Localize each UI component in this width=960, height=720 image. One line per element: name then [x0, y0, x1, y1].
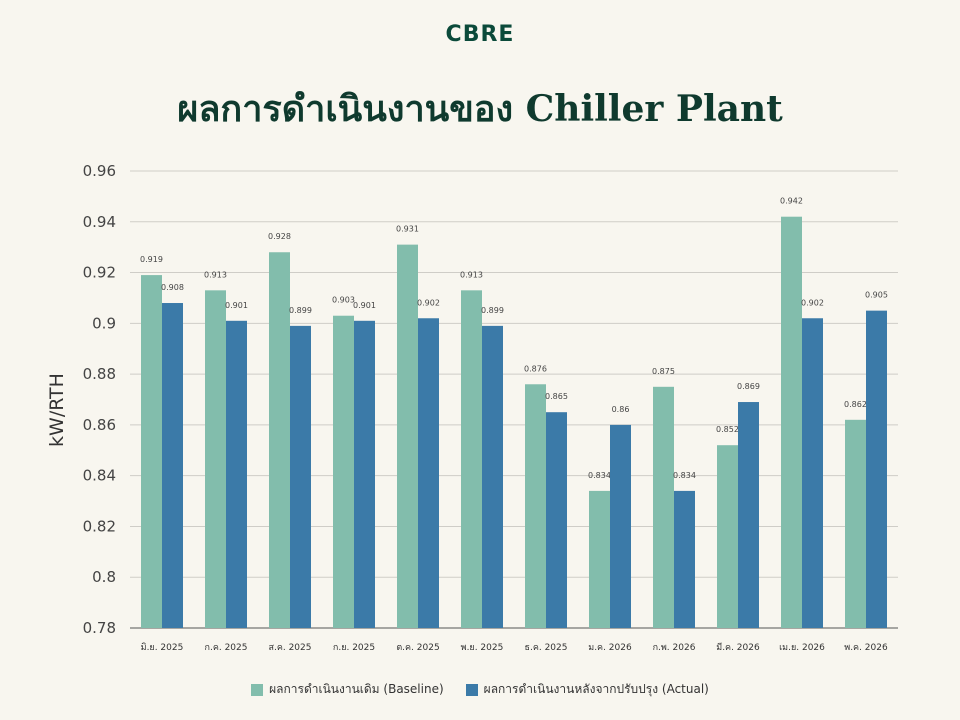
- bar-actual: [738, 402, 759, 628]
- bar-baseline: [717, 445, 738, 628]
- data-label: 0.899: [481, 306, 504, 315]
- y-tick-label: 0.86: [83, 416, 116, 434]
- data-label: 0.902: [801, 298, 824, 307]
- data-label: 0.86: [612, 405, 630, 414]
- data-label: 0.834: [588, 471, 611, 480]
- y-tick-label: 0.78: [83, 619, 116, 637]
- bar-actual: [610, 424, 631, 628]
- bar-actual: [290, 325, 311, 628]
- data-label: 0.865: [545, 392, 568, 401]
- bar-actual: [162, 303, 183, 628]
- data-label: 0.869: [737, 382, 760, 391]
- x-tick-label: มิ.ย. 2025: [141, 642, 184, 653]
- brand-logo: CBRE: [445, 22, 515, 47]
- y-tick-label: 0.96: [83, 162, 116, 180]
- x-tick-label: ก.ค. 2025: [205, 643, 248, 653]
- data-label: 0.862: [844, 400, 867, 409]
- bar-actual: [674, 490, 695, 628]
- bar-actual: [354, 320, 375, 628]
- x-tick-label: ก.ย. 2025: [333, 643, 375, 653]
- x-tick-label: ต.ค. 2025: [396, 643, 439, 653]
- data-label: 0.928: [268, 232, 291, 241]
- bar-baseline: [653, 386, 674, 628]
- data-label: 0.942: [780, 197, 803, 206]
- legend-item-actual: ผลการดำเนินงานหลังจากปรับปรุง (Actual): [465, 680, 709, 699]
- data-label: 0.852: [716, 425, 739, 434]
- legend-swatch-actual: [465, 683, 478, 696]
- x-tick-label: ม.ค. 2026: [588, 643, 632, 653]
- bar-baseline: [333, 315, 354, 628]
- data-label: 0.908: [161, 283, 184, 292]
- y-tick-label: 0.92: [83, 264, 116, 282]
- y-tick-label: 0.94: [83, 213, 116, 231]
- x-tick-label: พ.ย. 2025: [461, 643, 504, 653]
- bar-baseline: [525, 384, 546, 628]
- x-tick-label: เม.ย. 2026: [779, 643, 825, 653]
- x-tick-label: มี.ค. 2026: [716, 642, 760, 653]
- data-label: 0.903: [332, 296, 355, 305]
- bar-baseline: [205, 290, 226, 628]
- legend-item-baseline: ผลการดำเนินงานเดิม (Baseline): [251, 680, 444, 699]
- chart-title: ผลการดำเนินงานของ Chiller Plant: [177, 88, 783, 130]
- bar-baseline: [141, 275, 162, 628]
- data-label: 0.901: [353, 301, 376, 310]
- bar-baseline: [589, 490, 610, 628]
- bar-actual: [482, 325, 503, 628]
- y-tick-label: 0.88: [83, 365, 116, 383]
- bar-baseline: [269, 252, 290, 628]
- legend-swatch-baseline: [251, 683, 264, 696]
- x-tick-label: ธ.ค. 2025: [524, 643, 567, 653]
- data-label: 0.901: [225, 301, 248, 310]
- data-label: 0.899: [289, 306, 312, 315]
- data-label: 0.913: [204, 270, 227, 279]
- bar-baseline: [397, 244, 418, 628]
- x-tick-label: ก.พ. 2026: [653, 643, 696, 653]
- data-label: 0.876: [524, 364, 547, 373]
- data-label: 0.931: [396, 225, 419, 234]
- bar-baseline: [781, 216, 802, 628]
- x-tick-label: ส.ค. 2025: [268, 643, 311, 653]
- data-label: 0.834: [673, 471, 696, 480]
- y-tick-label: 0.82: [83, 517, 116, 535]
- bar-actual: [226, 320, 247, 628]
- data-label: 0.913: [460, 270, 483, 279]
- data-label: 0.902: [417, 298, 440, 307]
- bar-actual: [418, 318, 439, 628]
- y-tick-label: 0.9: [92, 314, 116, 332]
- bar-actual: [546, 412, 567, 628]
- y-tick-label: 0.8: [92, 568, 116, 586]
- data-label: 0.875: [652, 367, 675, 376]
- y-tick-label: 0.84: [83, 467, 116, 485]
- bar-actual: [802, 318, 823, 628]
- legend-label-baseline: ผลการดำเนินงานเดิม (Baseline): [269, 682, 444, 696]
- bar-baseline: [461, 290, 482, 628]
- bar-baseline: [845, 419, 866, 628]
- bar-actual: [866, 310, 887, 628]
- legend: ผลการดำเนินงานเดิม (Baseline) ผลการดำเนิ…: [0, 680, 960, 699]
- data-label: 0.905: [865, 291, 888, 300]
- x-tick-label: พ.ค. 2026: [844, 643, 888, 653]
- legend-label-actual: ผลการดำเนินงานหลังจากปรับปรุง (Actual): [483, 682, 709, 696]
- data-label: 0.919: [140, 255, 163, 264]
